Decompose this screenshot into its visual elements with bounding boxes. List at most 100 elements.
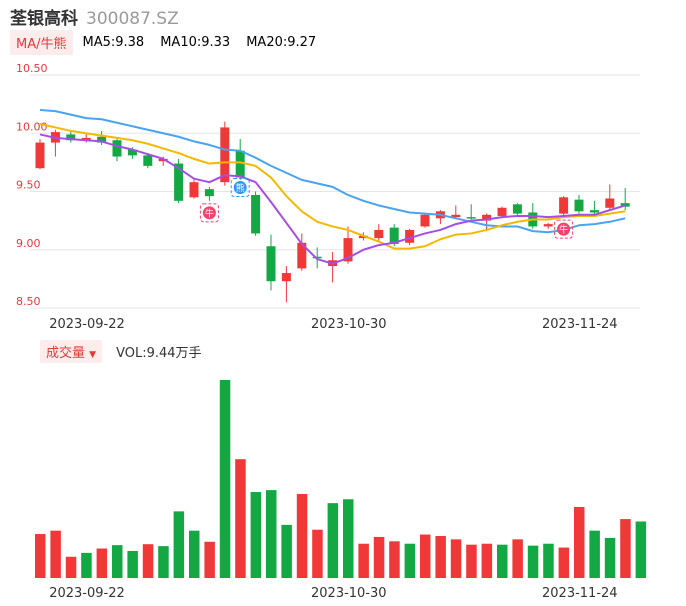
candle-down [97,136,107,143]
bear-marker-frame [230,178,250,198]
candle-up [605,198,615,208]
volume-bar-up [466,544,477,578]
price-x-tick-label: 2023-10-30 [311,317,387,332]
price-x-tick-label: 2023-11-24 [542,317,618,332]
volume-bar-up [50,530,61,578]
volume-bar-down [266,490,277,578]
volume-x-tick-label: 2023-11-24 [542,586,618,601]
volume-x-tick-label: 2023-10-30 [311,586,387,601]
price-x-tick-label: 2023-09-22 [49,317,125,332]
price-tick-label: 8.50 [16,295,41,308]
volume-bar-down [589,530,600,578]
candle-up [81,137,91,141]
candle-down [66,134,76,141]
volume-bar-up [574,507,585,578]
candle-down [312,256,322,259]
volume-toggle-button[interactable]: 成交量 ▼ [40,339,103,363]
volume-bar-down [527,545,539,578]
ma10-legend: MA10:9.33 [160,34,231,50]
candle-down [235,150,245,178]
price-tick-label: 10.00 [16,120,48,133]
volume-bar-down [127,550,138,578]
candle-down [127,149,137,156]
bull-marker-icon [557,222,571,236]
bear-marker-icon [233,181,247,195]
volume-bar-up [512,539,523,578]
bull-marker-icon [202,206,216,220]
candle-up [281,273,291,282]
bull-marker-label: 牛 [205,207,214,219]
candle-up [220,127,230,183]
volume-bar-up [296,493,308,578]
volume-bar-up [35,534,46,578]
volume-bar-up [558,547,570,578]
price-tick-label: 9.00 [16,237,41,250]
candle-up [35,142,45,169]
candle-up [189,182,199,198]
bull-marker-frame [199,203,219,223]
ma10-line [39,122,626,250]
volume-bar-up [389,541,400,578]
candle-down [204,189,214,197]
stock-code: 300087.SZ [86,9,179,29]
volume-value: VOL:9.44万手 [116,345,202,361]
candle-down [143,155,153,166]
price-tick-label: 10.50 [16,62,48,75]
price-tick-label: 9.50 [16,179,41,192]
candle-up [482,214,492,221]
candle-up [559,197,569,214]
candle-down [174,163,184,201]
candle-up [420,214,430,227]
candle-down [589,210,599,213]
volume-x-tick-label: 2023-09-22 [49,586,125,601]
ma5-legend: MA5:9.38 [82,34,145,50]
volume-bar-up [620,519,631,578]
candle-down [466,217,476,219]
candle-up [497,207,507,216]
candle-up [374,229,384,239]
ma20-line [39,108,626,234]
volume-toggle-label: 成交量 [46,345,86,361]
volume-bar-up [142,544,154,578]
volume-bar-up [65,556,77,578]
volume-bar-down [81,552,92,578]
candle-up [297,242,307,269]
volume-bar-down [219,380,231,578]
candle-down [512,204,522,214]
candle-up [358,235,368,239]
stock-name: 荃银高科 [10,9,78,29]
volume-bar-down [250,492,262,578]
candle-down [620,203,630,207]
stock-title: 荃银高科 300087.SZ [10,4,179,29]
volume-bar-up [435,535,446,578]
volume-bar-down [497,544,508,578]
bear-marker-label: 熊 [236,182,245,194]
bull-marker-frame [554,219,574,239]
volume-bar-down [158,546,169,578]
bull-marker-label: 牛 [559,224,568,236]
ma5-line [39,133,626,265]
volume-bar-up [235,459,246,578]
ma-legend: MA/牛熊 MA5:9.38 MA10:9.33 MA20:9.27 [10,29,332,55]
volume-bar-up [373,536,385,578]
volume-bar-up [481,543,493,578]
volume-bar-down [635,521,647,578]
volume-bar-down [281,524,292,578]
candle-down [251,194,261,234]
dropdown-arrow-icon: ▼ [89,349,97,360]
ma-toggle-button[interactable]: MA/牛熊 [10,29,73,55]
volume-bar-up [204,541,215,578]
volume-bar-up [312,529,323,578]
candle-up [543,224,553,227]
volume-bar-down [404,543,416,578]
volume-bar-up [358,543,369,578]
volume-bar-down [173,511,185,578]
volume-bar-up [420,534,431,578]
volume-bar-down [327,503,339,578]
candle-down [574,199,584,212]
volume-bar-down [189,530,200,578]
volume-bar-down [112,545,123,578]
candle-up [451,214,461,218]
volume-bar-up [450,539,462,578]
